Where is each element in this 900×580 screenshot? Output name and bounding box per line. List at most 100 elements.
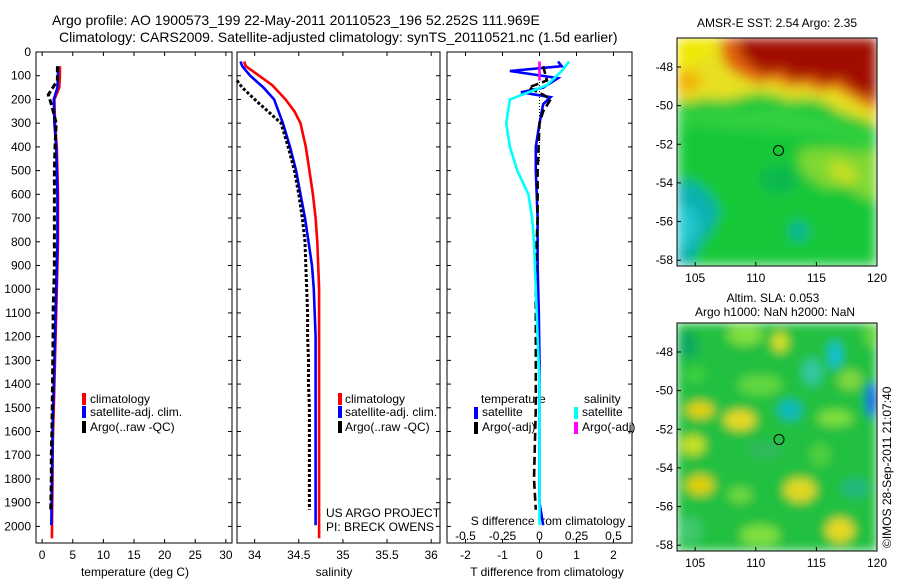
legend-swatch-satellite [338, 406, 342, 418]
legend-swatch-temp-satellite [474, 407, 478, 419]
x-tick-label: 2 [610, 548, 617, 562]
t-difference-label: T difference from climatology [470, 565, 624, 579]
x-tick-label: 0 [39, 548, 46, 562]
sst-map-frame [676, 37, 878, 267]
x-tick-label: 1 [573, 548, 580, 562]
depth-tick-label: 1200 [4, 330, 31, 344]
sst-heatmap [677, 38, 877, 266]
x-tick-label: 35.5 [375, 548, 399, 562]
argo-position-marker [773, 434, 785, 445]
salinity-frame [236, 51, 441, 544]
salinity-profile-panel: climatology satellite-adj. clim. Argo(..… [316, 392, 441, 579]
series-line-climatology [242, 61, 321, 539]
legend-swatch-satellite [82, 406, 86, 418]
x-tick-label: 35 [336, 548, 350, 562]
map-y-tick-label: -52 [656, 422, 674, 436]
diff-legend-temperature-title: temperature [481, 392, 546, 406]
diff-legend-salinity-title: salinity [584, 392, 621, 406]
difference-legend: temperature salinity satellite Argo(-adj… [474, 392, 635, 434]
diff-legend-temp-satellite: satellite [482, 405, 523, 419]
x-tick-label: 0 [536, 548, 543, 562]
depth-tick-label: 1400 [4, 377, 31, 391]
sal-legend-satellite: satellite-adj. clim. [345, 405, 437, 419]
map-x-tick-label: 120 [867, 556, 887, 570]
depth-tick-label: 400 [11, 140, 31, 154]
sal-legend-climatology: climatology [345, 392, 405, 406]
depth-tick-label: 1900 [4, 496, 31, 510]
temperature-frame [35, 51, 233, 544]
s-diff-tick-label: -0.25 [489, 529, 517, 543]
depth-tick-label: 600 [11, 187, 31, 201]
argo-position-marker [773, 145, 784, 156]
depth-tick-label: 100 [11, 69, 31, 83]
x-tick-label: 10 [97, 548, 111, 562]
depth-tick-label: 1100 [5, 306, 31, 320]
map-y-tick-label: -48 [656, 60, 674, 74]
sal-legend-argo: Argo(..raw -QC) [345, 420, 430, 434]
x-tick-label: 15 [127, 548, 141, 562]
depth-tick-label: 1000 [4, 282, 31, 296]
map-y-tick-label: -56 [656, 215, 674, 229]
project-annotation: US ARGO PROJECT [326, 506, 441, 520]
temperature-legend: climatology satellite-adj. clim. Argo(..… [82, 392, 182, 434]
map-x-tick-label: 115 [807, 556, 826, 570]
x-tick-label: 36 [424, 548, 438, 562]
legend-swatch-climatology [338, 393, 342, 405]
legend-swatch-climatology [82, 393, 86, 405]
imos-watermark: ©IMOS 28-Sep-2011 21:07:40 [880, 386, 894, 548]
sst-map-panel: AMSR-E SST: 2.54 Argo: 2.35 [677, 16, 877, 266]
difference-panel: temperature salinity satellite Argo(-adj… [470, 392, 635, 579]
header-line1: Argo profile: AO 1900573_199 22-May-2011… [52, 12, 540, 28]
sst-map-title: AMSR-E SST: 2.54 Argo: 2.35 [697, 16, 857, 30]
temp-legend-satellite: satellite-adj. clim. [90, 405, 182, 419]
sla-map-frame [676, 322, 878, 552]
salinity-legend: climatology satellite-adj. clim. Argo(..… [338, 392, 437, 434]
sla-heatmap [677, 323, 877, 551]
s-diff-tick-label: -0.5 [455, 529, 476, 543]
x-tick-label: 20 [158, 548, 172, 562]
x-tick-label: 25 [189, 548, 203, 562]
x-tick-label: -1 [497, 548, 508, 562]
map-y-tick-label: -50 [656, 99, 674, 113]
map-x-tick-label: 105 [685, 556, 705, 570]
legend-swatch-argo [82, 421, 86, 433]
map-y-tick-label: -58 [656, 538, 674, 552]
x-tick-label: 5 [69, 548, 76, 562]
depth-tick-label: 800 [11, 235, 31, 249]
temp-legend-climatology: climatology [90, 392, 150, 406]
depth-tick-label: 300 [11, 116, 31, 130]
series-line-salinity-satellite [504, 60, 571, 526]
depth-tick-label: 900 [11, 258, 31, 272]
depth-tick-label: 1800 [4, 472, 31, 486]
sla-map-subtitle: Argo h1000: NaN h2000: NaN [695, 305, 855, 319]
x-tick-label: 34 [248, 548, 262, 562]
map-y-tick-label: -54 [656, 176, 674, 190]
sla-map-title: Altim. SLA: 0.053 [727, 291, 820, 305]
x-tick-label: 34.5 [287, 548, 311, 562]
diff-legend-sal-satellite: satellite [582, 405, 623, 419]
map-x-tick-label: 105 [685, 271, 705, 285]
map-y-tick-label: -58 [656, 253, 674, 267]
legend-swatch-argo [338, 421, 342, 433]
diff-legend-sal-argo: Argo(-adj) [582, 420, 635, 434]
depth-tick-label: 500 [11, 164, 31, 178]
map-x-tick-label: 115 [807, 271, 826, 285]
s-diff-tick-label: 0.25 [565, 529, 589, 543]
x-tick-label: -2 [460, 548, 471, 562]
depth-tick-label: 1300 [4, 353, 31, 367]
depth-tick-label: 0 [24, 45, 31, 59]
salinity-x-label: salinity [316, 565, 353, 579]
depth-tick-label: 1500 [4, 401, 31, 415]
temperature-profile-panel: climatology satellite-adj. clim. Argo(..… [81, 392, 189, 579]
map-x-tick-label: 110 [746, 556, 765, 570]
depth-tick-label: 1700 [4, 448, 31, 462]
legend-swatch-temp-argo [474, 422, 478, 434]
s-diff-tick-label: 0 [536, 529, 543, 543]
depth-tick-label: 1600 [4, 425, 31, 439]
series-line-satellite-adj-clim- [239, 61, 317, 526]
map-y-tick-label: -54 [656, 461, 674, 475]
depth-tick-label: 200 [11, 92, 31, 106]
map-y-tick-label: -50 [656, 384, 674, 398]
depth-tick-label: 700 [11, 211, 31, 225]
